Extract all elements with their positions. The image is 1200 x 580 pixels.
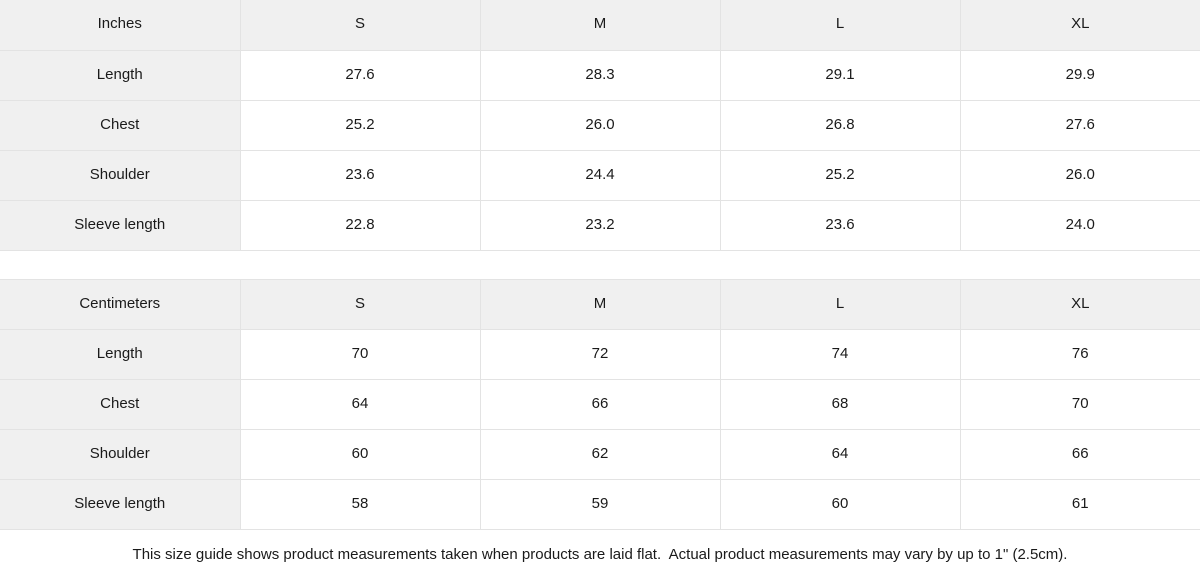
cell-shoulder-xl: 26.0: [960, 150, 1200, 201]
table-row: Length 27.6 28.3 29.1 29.9: [0, 50, 1200, 101]
cell-shoulder-m: 24.4: [480, 150, 721, 201]
cell-sleeve-xl: 61: [960, 479, 1200, 530]
cell-sleeve-l: 60: [720, 479, 961, 530]
table-row: Shoulder 60 62 64 66: [0, 429, 1200, 480]
table-row: Sleeve length 58 59 60 61: [0, 479, 1200, 530]
size-guide-note: This size guide shows product measuremen…: [132, 546, 1068, 564]
cell-length-s: 70: [240, 329, 481, 380]
table-separator: [0, 250, 1200, 280]
table-header-centimeters: Centimeters S M L XL: [0, 279, 1200, 330]
row-label-chest: Chest: [0, 379, 241, 430]
size-header-l: L: [720, 279, 961, 330]
size-header-s: S: [240, 279, 481, 330]
cell-length-l: 29.1: [720, 50, 961, 101]
cell-length-m: 28.3: [480, 50, 721, 101]
table-row: Length 70 72 74 76: [0, 329, 1200, 380]
cell-chest-l: 68: [720, 379, 961, 430]
cell-length-xl: 29.9: [960, 50, 1200, 101]
header-row: Centimeters S M L XL: [0, 279, 1200, 330]
cell-sleeve-s: 22.8: [240, 200, 481, 251]
cell-length-xl: 76: [960, 329, 1200, 380]
row-label-chest: Chest: [0, 100, 241, 151]
size-guide-note-row: This size guide shows product measuremen…: [0, 530, 1200, 580]
size-header-xl: XL: [960, 279, 1200, 330]
header-row: Inches S M L XL: [0, 0, 1200, 51]
cell-shoulder-l: 64: [720, 429, 961, 480]
row-label-length: Length: [0, 50, 241, 101]
cell-shoulder-s: 23.6: [240, 150, 481, 201]
cell-sleeve-xl: 24.0: [960, 200, 1200, 251]
cell-chest-xl: 27.6: [960, 100, 1200, 151]
cell-chest-s: 64: [240, 379, 481, 430]
size-header-m: M: [480, 0, 721, 51]
unit-header-inches: Inches: [0, 0, 241, 51]
cell-shoulder-m: 62: [480, 429, 721, 480]
row-label-shoulder: Shoulder: [0, 150, 241, 201]
cell-length-m: 72: [480, 329, 721, 380]
row-label-shoulder: Shoulder: [0, 429, 241, 480]
size-header-l: L: [720, 0, 961, 51]
cell-sleeve-s: 58: [240, 479, 481, 530]
table-row: Shoulder 23.6 24.4 25.2 26.0: [0, 150, 1200, 201]
row-label-sleeve-length: Sleeve length: [0, 200, 241, 251]
cell-length-s: 27.6: [240, 50, 481, 101]
cell-chest-m: 66: [480, 379, 721, 430]
table-row: Chest 25.2 26.0 26.8 27.6: [0, 100, 1200, 151]
cell-sleeve-l: 23.6: [720, 200, 961, 251]
size-table-inches: Inches S M L XL Length 27.6 28.3 29.1 29…: [0, 0, 1200, 251]
cell-chest-xl: 70: [960, 379, 1200, 430]
cell-sleeve-m: 23.2: [480, 200, 721, 251]
table-row: Sleeve length 22.8 23.2 23.6 24.0: [0, 200, 1200, 251]
table-header-inches: Inches S M L XL: [0, 0, 1200, 51]
cell-chest-l: 26.8: [720, 100, 961, 151]
unit-header-centimeters: Centimeters: [0, 279, 241, 330]
size-table-centimeters: Centimeters S M L XL Length 70 72 74 76 …: [0, 279, 1200, 530]
table-row: Chest 64 66 68 70: [0, 379, 1200, 430]
size-header-s: S: [240, 0, 481, 51]
row-label-sleeve-length: Sleeve length: [0, 479, 241, 530]
cell-shoulder-xl: 66: [960, 429, 1200, 480]
size-header-xl: XL: [960, 0, 1200, 51]
cell-sleeve-m: 59: [480, 479, 721, 530]
table-body-centimeters: Length 70 72 74 76 Chest 64 66 68 70 Sho…: [0, 329, 1200, 530]
cell-chest-s: 25.2: [240, 100, 481, 151]
size-header-m: M: [480, 279, 721, 330]
cell-chest-m: 26.0: [480, 100, 721, 151]
cell-shoulder-l: 25.2: [720, 150, 961, 201]
cell-length-l: 74: [720, 329, 961, 380]
table-body-inches: Length 27.6 28.3 29.1 29.9 Chest 25.2 26…: [0, 50, 1200, 251]
row-label-length: Length: [0, 329, 241, 380]
cell-shoulder-s: 60: [240, 429, 481, 480]
